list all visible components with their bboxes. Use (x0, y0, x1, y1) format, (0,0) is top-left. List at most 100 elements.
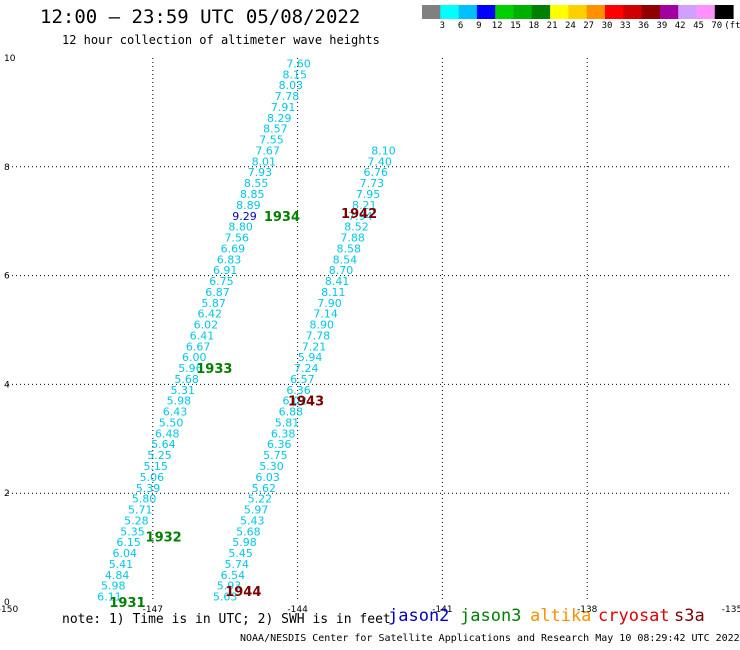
wave-height-point: 6.43 (163, 406, 188, 419)
wave-height-point: 8.52 (344, 221, 369, 234)
footer-note: note: 1) Time is in UTC; 2) SWH is in fe… (62, 612, 391, 627)
wave-height-point: 5.75 (263, 449, 288, 462)
wave-height-point: 5.96 (178, 362, 203, 375)
wave-height-point: 8.58 (337, 242, 362, 255)
wave-height-point: 5.45 (228, 547, 253, 560)
wave-height-point: 5.28 (124, 514, 149, 527)
wave-height-point: 6.38 (271, 427, 296, 440)
wave-height-point: 5.62 (252, 482, 277, 495)
footer-credit: NOAA/NESDIS Center for Satellite Applica… (240, 633, 740, 644)
wave-height-point: 8.01 (252, 155, 277, 168)
wave-height-point: 5.43 (240, 514, 265, 527)
y-tick-label: 0 (4, 598, 10, 608)
wave-height-point: 7.56 (225, 232, 250, 245)
wave-height-point: 6.15 (116, 536, 141, 549)
legend-cryosat: cryosat (598, 606, 670, 626)
colorbar-label: 33 (619, 21, 631, 31)
wave-height-point: 6.02 (194, 319, 219, 332)
wave-height-point: 7.14 (313, 308, 338, 321)
legend-jason3: jason3 (460, 606, 522, 626)
wave-height-point: 7.67 (255, 144, 280, 157)
colorbar-swatch (440, 5, 460, 19)
colorbar-label: 9 (476, 21, 482, 31)
colorbar (422, 5, 734, 19)
wave-height-point: 7.95 (356, 188, 381, 201)
chart-subtitle: 12 hour collection of altimeter wave hei… (62, 33, 380, 47)
wave-height-point: 5.06 (140, 471, 165, 484)
x-tick-label: -141 (432, 605, 452, 615)
legend-jason2: jason2 (388, 606, 450, 626)
colorbar-swatch (659, 5, 679, 19)
wave-height-point: 7.93 (248, 166, 273, 179)
colorbar-swatch (696, 5, 716, 19)
wave-height-point: 5.94 (298, 351, 323, 364)
wave-height-point: 8.10 (371, 144, 396, 157)
wave-height-point: 5.25 (147, 449, 172, 462)
wave-height-point: 6.91 (213, 264, 238, 277)
wave-height-point: 5.80 (132, 493, 157, 506)
wave-height-point: 8.85 (240, 188, 265, 201)
wave-height-point: 7.73 (360, 177, 385, 190)
wave-height-point: 7.21 (302, 340, 327, 353)
colorbar-swatch (714, 5, 734, 19)
wave-height-point: 8.90 (309, 319, 334, 332)
wave-height-point: 5.93 (217, 580, 242, 593)
colorbar-swatch (476, 5, 496, 19)
wave-height-point: 5.30 (259, 460, 284, 473)
wave-height-point: 8.41 (325, 275, 350, 288)
wave-height-point: 8.54 (333, 253, 358, 266)
wave-height-point: 5.98 (167, 395, 192, 408)
colorbar-swatch (495, 5, 514, 19)
wave-height-point: 7.24 (294, 362, 319, 375)
wave-height-point: 9.29 (232, 210, 257, 223)
y-tick-label: 4 (4, 380, 10, 390)
pass-time-label: 1933 (196, 362, 232, 377)
wave-height-point: 6.48 (155, 427, 180, 440)
wave-height-point: 5.31 (170, 384, 195, 397)
wave-height-point: 5.97 (244, 504, 269, 517)
x-tick-label: -147 (143, 605, 163, 615)
wave-height-point: 5.15 (143, 460, 168, 473)
wave-height-point: 6.67 (186, 340, 211, 353)
wave-height-point: 8.80 (228, 221, 253, 234)
colorbar-swatch (458, 5, 478, 19)
wave-height-point: 5.68 (174, 373, 199, 386)
pass-time-label: 1943 (288, 395, 324, 410)
wave-height-point: 8.57 (263, 123, 288, 136)
colorbar-swatch (678, 5, 697, 19)
wave-height-point: 6.36 (286, 384, 311, 397)
wave-height-point: 5.64 (151, 438, 176, 451)
data-points: 6.115.984.845.416.046.155.355.285.715.80… (97, 57, 396, 603)
wave-height-point: 4.84 (105, 569, 130, 582)
chart-title: 12:00 — 23:59 UTC 05/08/2022 (40, 6, 361, 28)
colorbar-swatch (641, 5, 661, 19)
colorbar-swatch (623, 5, 643, 19)
colorbar-label: 15 (510, 21, 521, 31)
colorbar-label: 6 (457, 21, 464, 31)
wave-height-point: 7.94 (348, 210, 373, 223)
wave-height-point: 7.55 (259, 134, 284, 147)
wave-height-point: 5.81 (275, 416, 300, 429)
colorbar-label: 42 (674, 21, 686, 31)
colorbar-swatch (586, 5, 606, 19)
colorbar-label: (ft) (724, 21, 740, 31)
colorbar-swatch (531, 5, 551, 19)
colorbar-label: 3 (439, 21, 446, 31)
pass-time-label: 1931 (109, 596, 145, 611)
x-tick-label: -144 (287, 605, 308, 615)
wave-height-point: 5.22 (248, 493, 273, 506)
y-tick-label: 2 (4, 489, 10, 499)
wave-height-point: 6.41 (190, 329, 215, 342)
wave-height-point: 5.35 (120, 525, 145, 538)
colorbar-swatch (422, 5, 441, 19)
wave-height-point: 6.87 (205, 286, 230, 299)
wave-height-point: 8.11 (321, 286, 346, 299)
wave-height-point: 6.75 (209, 275, 234, 288)
wave-height-point: 5.71 (128, 504, 153, 517)
wave-height-point: 5.87 (201, 297, 226, 310)
wave-height-point: 8.15 (282, 68, 307, 81)
wave-height-point: 8.70 (329, 264, 354, 277)
wave-height-point: 7.60 (286, 57, 311, 70)
colorbar-label: 45 (693, 21, 704, 31)
legend-altika: altika (530, 606, 592, 626)
